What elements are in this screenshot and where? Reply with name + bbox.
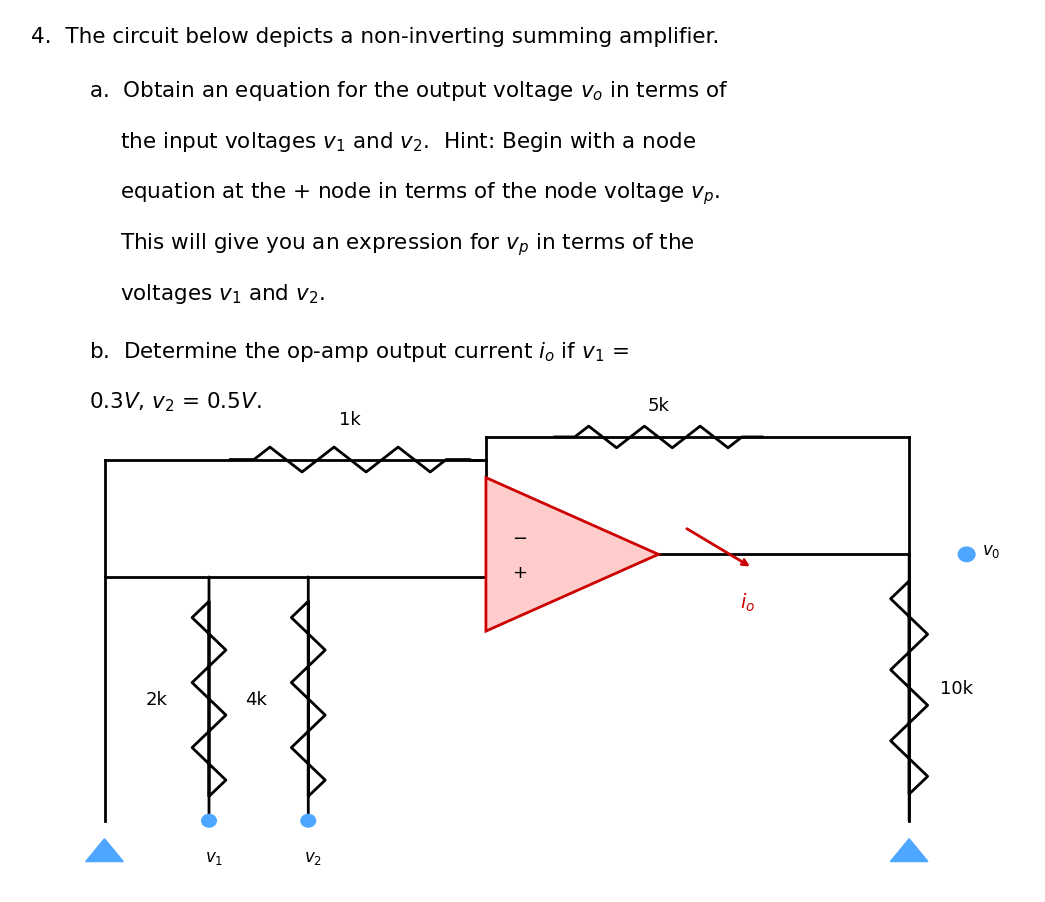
Text: $i_o$: $i_o$ xyxy=(740,591,754,613)
Circle shape xyxy=(301,815,316,827)
Circle shape xyxy=(202,815,216,827)
Polygon shape xyxy=(86,839,123,861)
Text: $v_0$: $v_0$ xyxy=(982,541,1001,559)
Text: $v_1$: $v_1$ xyxy=(205,848,224,866)
Text: a.  Obtain an equation for the output voltage $v_o$ in terms of: a. Obtain an equation for the output vol… xyxy=(89,79,728,104)
Text: 10k: 10k xyxy=(940,679,974,696)
Polygon shape xyxy=(890,839,928,861)
Text: 4.  The circuit below depicts a non-inverting summing amplifier.: 4. The circuit below depicts a non-inver… xyxy=(31,27,720,47)
Text: 1k: 1k xyxy=(340,410,361,428)
Text: $-$: $-$ xyxy=(512,528,527,546)
Text: voltages $v_1$ and $v_2$.: voltages $v_1$ and $v_2$. xyxy=(120,281,325,306)
Text: 0.3$V$, $v_2$ = 0.5$V$.: 0.3$V$, $v_2$ = 0.5$V$. xyxy=(89,390,261,413)
Text: This will give you an expression for $v_p$ in terms of the: This will give you an expression for $v_… xyxy=(120,231,695,258)
Text: $v_2$: $v_2$ xyxy=(304,848,323,866)
Text: 4k: 4k xyxy=(245,690,266,708)
Text: 2k: 2k xyxy=(145,690,167,708)
Text: equation at the + node in terms of the node voltage $v_p$.: equation at the + node in terms of the n… xyxy=(120,180,720,207)
Text: the input voltages $v_1$ and $v_2$.  Hint: Begin with a node: the input voltages $v_1$ and $v_2$. Hint… xyxy=(120,130,696,154)
Circle shape xyxy=(958,548,975,562)
Text: 5k: 5k xyxy=(648,397,669,415)
Polygon shape xyxy=(486,478,658,631)
Text: b.  Determine the op-amp output current $i_o$ if $v_1$ =: b. Determine the op-amp output current $… xyxy=(89,339,629,364)
Text: $+$: $+$ xyxy=(512,564,527,582)
